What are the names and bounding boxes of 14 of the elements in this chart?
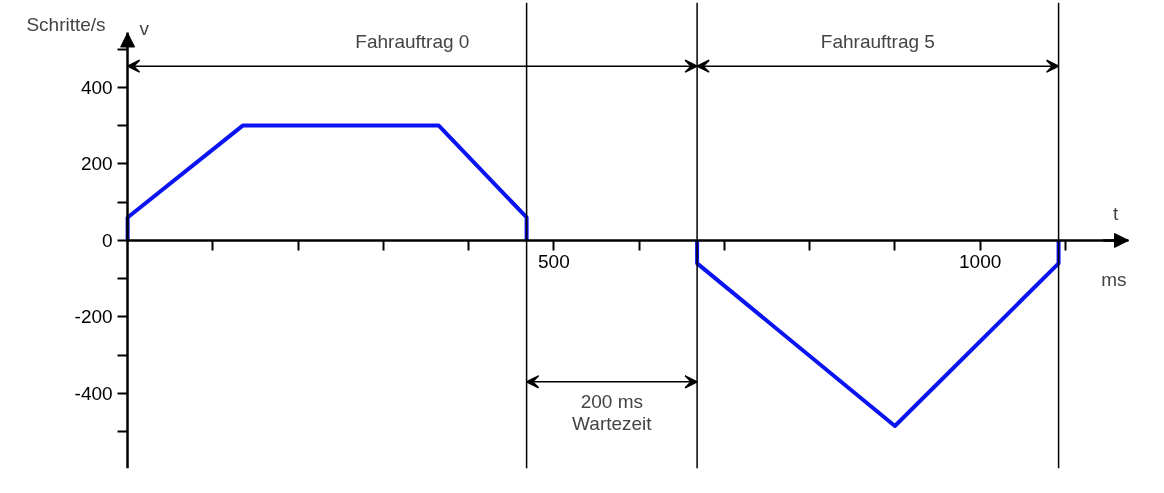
x-axis-title: t (1113, 203, 1120, 225)
annotation: 200 ms Wartezeit (572, 390, 653, 434)
y-axis-title: v (139, 17, 150, 39)
annotation: Fahrauftrag 5 (820, 31, 935, 53)
y-tick-label: -400 (74, 382, 113, 404)
annotation: ms (1101, 269, 1127, 291)
annotation: Fahrauftrag 0 (355, 31, 470, 53)
y-tick-label: 200 (80, 153, 113, 175)
x-tick-label: 500 (538, 251, 570, 273)
x-tick-label: 1000 (959, 251, 1002, 273)
y-tick-label: 0 (102, 229, 113, 251)
text: Schritte/s (26, 13, 106, 35)
y-tick-label: -200 (74, 306, 113, 328)
y-tick-label: 400 (80, 76, 113, 98)
